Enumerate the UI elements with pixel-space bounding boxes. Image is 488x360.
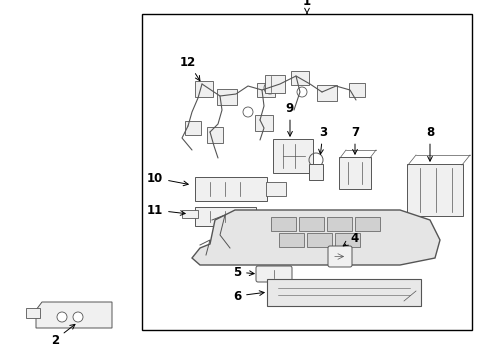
- FancyBboxPatch shape: [195, 177, 266, 201]
- FancyBboxPatch shape: [348, 83, 364, 97]
- FancyBboxPatch shape: [306, 233, 331, 247]
- FancyBboxPatch shape: [206, 127, 223, 143]
- Text: 6: 6: [232, 289, 264, 302]
- FancyBboxPatch shape: [195, 207, 256, 226]
- FancyBboxPatch shape: [184, 121, 201, 135]
- Text: 10: 10: [146, 171, 188, 186]
- Circle shape: [73, 312, 83, 322]
- FancyBboxPatch shape: [270, 217, 295, 231]
- FancyBboxPatch shape: [266, 279, 420, 306]
- FancyBboxPatch shape: [254, 115, 272, 131]
- Text: 3: 3: [318, 126, 326, 154]
- FancyBboxPatch shape: [326, 217, 351, 231]
- Text: 11: 11: [146, 203, 185, 216]
- FancyBboxPatch shape: [316, 85, 336, 101]
- Polygon shape: [36, 302, 112, 328]
- FancyBboxPatch shape: [264, 75, 285, 93]
- Text: 2: 2: [51, 324, 75, 346]
- Text: 5: 5: [232, 266, 254, 279]
- FancyBboxPatch shape: [257, 83, 274, 97]
- FancyBboxPatch shape: [298, 217, 324, 231]
- FancyBboxPatch shape: [272, 139, 312, 173]
- Polygon shape: [192, 210, 439, 265]
- FancyBboxPatch shape: [279, 233, 304, 247]
- FancyBboxPatch shape: [338, 157, 370, 189]
- Text: 7: 7: [350, 126, 358, 154]
- FancyBboxPatch shape: [327, 246, 351, 267]
- Text: 8: 8: [425, 126, 433, 161]
- Text: 4: 4: [343, 231, 358, 246]
- FancyBboxPatch shape: [195, 81, 213, 97]
- FancyBboxPatch shape: [334, 233, 359, 247]
- Text: 12: 12: [180, 55, 200, 81]
- Bar: [142, 14, 471, 330]
- FancyBboxPatch shape: [217, 89, 237, 105]
- Bar: [26, 308, 40, 318]
- FancyBboxPatch shape: [265, 182, 285, 196]
- FancyBboxPatch shape: [308, 164, 323, 180]
- FancyBboxPatch shape: [290, 71, 308, 85]
- Circle shape: [57, 312, 67, 322]
- Text: 1: 1: [303, 0, 310, 14]
- Text: 9: 9: [285, 102, 293, 136]
- FancyBboxPatch shape: [406, 164, 462, 216]
- FancyBboxPatch shape: [182, 210, 198, 218]
- FancyBboxPatch shape: [256, 266, 291, 282]
- FancyBboxPatch shape: [354, 217, 379, 231]
